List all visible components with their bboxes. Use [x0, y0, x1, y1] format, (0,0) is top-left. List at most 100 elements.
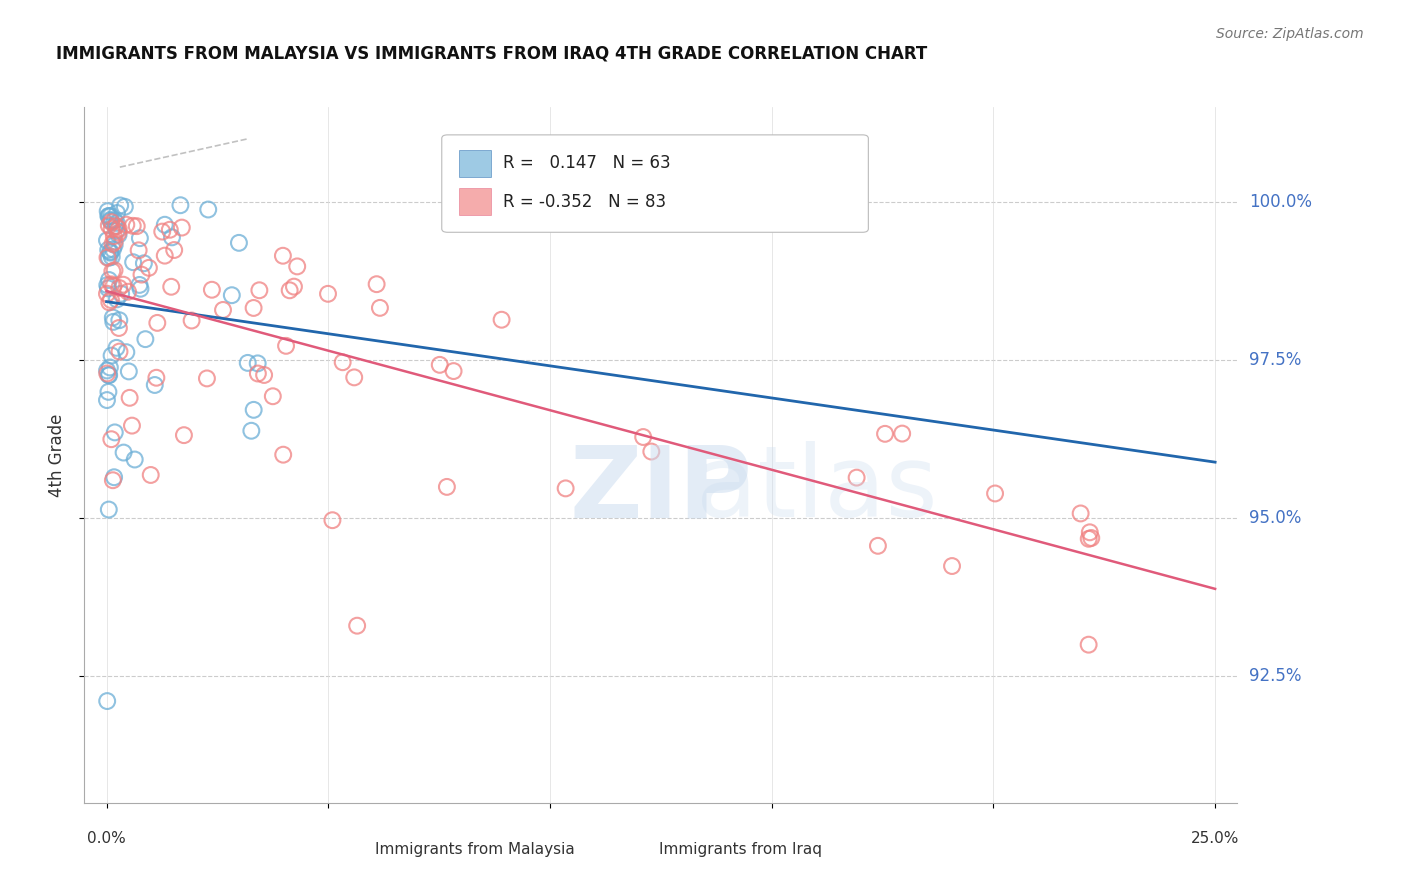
Point [368, 301, 391, 315]
Point [228, 235, 250, 250]
Point [253, 368, 276, 382]
Point [246, 367, 269, 381]
Point [873, 426, 896, 441]
Point [100, 432, 122, 446]
Point [1078, 525, 1101, 540]
Point [97, 251, 120, 265]
Point [138, 260, 160, 275]
Point [103, 229, 125, 244]
Text: atlas: atlas [696, 442, 938, 538]
Point [117, 285, 139, 299]
Point [845, 470, 868, 484]
Point [271, 249, 294, 263]
Point [132, 256, 155, 270]
Point [129, 282, 152, 296]
Point [180, 313, 202, 327]
Point [96, 286, 118, 301]
Point [104, 425, 127, 440]
Point [105, 206, 128, 220]
Point [366, 277, 388, 292]
Text: 92.5%: 92.5% [1249, 667, 1302, 685]
Point [96, 694, 118, 708]
Point [101, 236, 124, 251]
Point [100, 209, 122, 223]
Point [173, 428, 195, 442]
Point [121, 219, 143, 233]
Point [105, 293, 128, 307]
Point [101, 310, 124, 325]
Point [984, 486, 1007, 500]
Point [100, 277, 122, 292]
Point [103, 278, 125, 293]
Point [128, 244, 150, 258]
Point [125, 219, 148, 234]
Point [169, 198, 191, 212]
Point [114, 200, 136, 214]
Point [108, 198, 131, 212]
Point [240, 424, 263, 438]
Point [278, 283, 301, 297]
Bar [460, 188, 491, 215]
Point [195, 371, 218, 385]
Point [212, 302, 235, 317]
Text: R = -0.352   N = 83: R = -0.352 N = 83 [503, 193, 666, 211]
Point [436, 480, 458, 494]
Point [96, 363, 118, 377]
Point [246, 356, 269, 370]
Point [153, 218, 176, 232]
Point [122, 255, 145, 269]
Text: IMMIGRANTS FROM MALAYSIA VS IMMIGRANTS FROM IRAQ 4TH GRADE CORRELATION CHART: IMMIGRANTS FROM MALAYSIA VS IMMIGRANTS F… [56, 45, 928, 62]
Point [429, 358, 451, 372]
Point [150, 225, 173, 239]
Point [97, 384, 120, 399]
Point [346, 618, 368, 632]
Point [101, 243, 124, 257]
Point [221, 288, 243, 302]
Point [98, 244, 121, 259]
Point [96, 233, 118, 247]
Point [98, 360, 121, 375]
Point [247, 283, 270, 297]
Point [343, 370, 366, 384]
Point [242, 402, 264, 417]
Bar [332, 841, 364, 862]
Point [97, 219, 120, 233]
Point [124, 452, 146, 467]
Point [129, 231, 152, 245]
Point [139, 467, 162, 482]
Point [554, 482, 576, 496]
Point [103, 315, 125, 329]
Point [110, 286, 132, 301]
Bar [614, 841, 647, 862]
Point [118, 391, 141, 405]
Point [631, 430, 654, 444]
Text: Immigrants from Iraq: Immigrants from Iraq [658, 842, 821, 857]
Point [160, 279, 183, 293]
Point [97, 281, 120, 295]
Point [640, 444, 662, 458]
Point [274, 339, 297, 353]
Point [98, 245, 121, 260]
Text: Immigrants from Malaysia: Immigrants from Malaysia [375, 842, 575, 857]
Point [104, 219, 127, 233]
Text: 25.0%: 25.0% [1191, 830, 1239, 846]
Point [100, 214, 122, 228]
Point [170, 220, 193, 235]
Point [1077, 638, 1099, 652]
Point [104, 235, 127, 249]
Point [134, 332, 156, 346]
Point [100, 250, 122, 264]
Point [112, 445, 135, 459]
Point [97, 502, 120, 516]
Text: 95.0%: 95.0% [1249, 509, 1301, 527]
Point [271, 448, 294, 462]
Point [108, 344, 131, 359]
Point [491, 312, 513, 326]
Point [197, 202, 219, 217]
Point [153, 249, 176, 263]
Point [96, 393, 118, 408]
Point [262, 389, 284, 403]
Point [866, 539, 889, 553]
Point [97, 204, 120, 219]
Text: ZIP: ZIP [569, 442, 752, 538]
